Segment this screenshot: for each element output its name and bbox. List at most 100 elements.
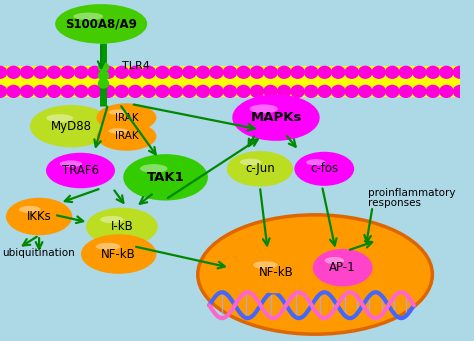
Ellipse shape bbox=[196, 85, 210, 98]
Ellipse shape bbox=[0, 85, 7, 98]
Ellipse shape bbox=[55, 4, 147, 44]
Text: TRAF6: TRAF6 bbox=[62, 164, 99, 177]
Ellipse shape bbox=[227, 151, 293, 187]
Ellipse shape bbox=[97, 122, 156, 151]
Ellipse shape bbox=[236, 65, 251, 79]
Ellipse shape bbox=[20, 65, 35, 79]
Ellipse shape bbox=[109, 109, 128, 115]
Ellipse shape bbox=[453, 85, 467, 98]
Text: ubiquitination: ubiquitination bbox=[2, 248, 75, 258]
Ellipse shape bbox=[263, 85, 278, 98]
Ellipse shape bbox=[250, 85, 264, 98]
Ellipse shape bbox=[60, 65, 75, 79]
Ellipse shape bbox=[100, 216, 124, 223]
Ellipse shape bbox=[290, 65, 305, 79]
Ellipse shape bbox=[223, 65, 237, 79]
Ellipse shape bbox=[412, 85, 427, 98]
Ellipse shape bbox=[240, 159, 261, 165]
Ellipse shape bbox=[304, 85, 319, 98]
Ellipse shape bbox=[277, 65, 292, 79]
Text: I-kB: I-kB bbox=[110, 220, 133, 233]
Ellipse shape bbox=[277, 85, 292, 98]
Ellipse shape bbox=[101, 85, 116, 98]
Ellipse shape bbox=[46, 114, 73, 122]
Ellipse shape bbox=[223, 85, 237, 98]
Text: proinflammatory: proinflammatory bbox=[368, 188, 456, 198]
Ellipse shape bbox=[345, 65, 359, 79]
Ellipse shape bbox=[87, 85, 102, 98]
Ellipse shape bbox=[232, 94, 319, 141]
Ellipse shape bbox=[249, 104, 278, 113]
Ellipse shape bbox=[97, 103, 156, 132]
Ellipse shape bbox=[304, 65, 319, 79]
Ellipse shape bbox=[358, 85, 373, 98]
Text: TAK1: TAK1 bbox=[147, 171, 184, 184]
Ellipse shape bbox=[238, 252, 314, 293]
Ellipse shape bbox=[318, 65, 332, 79]
Ellipse shape bbox=[385, 65, 400, 79]
Ellipse shape bbox=[60, 160, 82, 167]
Text: c-Jun: c-Jun bbox=[245, 162, 275, 175]
Ellipse shape bbox=[74, 65, 89, 79]
Ellipse shape bbox=[358, 65, 373, 79]
Ellipse shape bbox=[215, 224, 415, 325]
Ellipse shape bbox=[6, 85, 21, 98]
Ellipse shape bbox=[306, 159, 326, 165]
Ellipse shape bbox=[155, 85, 170, 98]
Ellipse shape bbox=[128, 85, 143, 98]
Ellipse shape bbox=[73, 13, 103, 20]
Ellipse shape bbox=[196, 65, 210, 79]
Ellipse shape bbox=[101, 65, 116, 79]
Text: IKKs: IKKs bbox=[27, 210, 52, 223]
Ellipse shape bbox=[87, 65, 102, 79]
Ellipse shape bbox=[98, 71, 109, 81]
Ellipse shape bbox=[114, 85, 129, 98]
Ellipse shape bbox=[198, 215, 432, 334]
Ellipse shape bbox=[81, 234, 156, 274]
Text: S100A8/A9: S100A8/A9 bbox=[65, 17, 137, 30]
Ellipse shape bbox=[385, 85, 400, 98]
Bar bbox=[0, 66, 460, 97]
Ellipse shape bbox=[0, 65, 7, 79]
Ellipse shape bbox=[325, 257, 344, 264]
Ellipse shape bbox=[47, 65, 62, 79]
Ellipse shape bbox=[399, 85, 413, 98]
Ellipse shape bbox=[209, 85, 224, 98]
Text: IRAK: IRAK bbox=[115, 131, 138, 142]
Ellipse shape bbox=[142, 65, 156, 79]
Ellipse shape bbox=[453, 65, 467, 79]
Text: NF-kB: NF-kB bbox=[101, 248, 136, 261]
Ellipse shape bbox=[372, 85, 386, 98]
Text: c-fos: c-fos bbox=[310, 162, 338, 175]
Ellipse shape bbox=[182, 65, 197, 79]
Ellipse shape bbox=[263, 65, 278, 79]
Ellipse shape bbox=[439, 85, 454, 98]
Ellipse shape bbox=[86, 208, 158, 246]
Ellipse shape bbox=[399, 65, 413, 79]
Ellipse shape bbox=[96, 243, 120, 250]
Ellipse shape bbox=[426, 85, 440, 98]
Ellipse shape bbox=[345, 85, 359, 98]
Ellipse shape bbox=[313, 249, 373, 286]
Ellipse shape bbox=[169, 85, 183, 98]
Ellipse shape bbox=[6, 65, 21, 79]
Ellipse shape bbox=[155, 65, 170, 79]
Ellipse shape bbox=[98, 78, 109, 89]
Ellipse shape bbox=[426, 65, 440, 79]
Ellipse shape bbox=[209, 65, 224, 79]
Ellipse shape bbox=[331, 85, 346, 98]
Ellipse shape bbox=[74, 85, 89, 98]
Ellipse shape bbox=[331, 65, 346, 79]
Ellipse shape bbox=[140, 164, 167, 173]
Text: NF-kB: NF-kB bbox=[259, 266, 293, 279]
Ellipse shape bbox=[294, 152, 354, 186]
Ellipse shape bbox=[20, 85, 35, 98]
Ellipse shape bbox=[123, 154, 208, 201]
Ellipse shape bbox=[6, 198, 72, 235]
Ellipse shape bbox=[33, 65, 48, 79]
Ellipse shape bbox=[182, 85, 197, 98]
Ellipse shape bbox=[142, 85, 156, 98]
Ellipse shape bbox=[253, 261, 278, 269]
Ellipse shape bbox=[236, 85, 251, 98]
Ellipse shape bbox=[30, 105, 113, 147]
